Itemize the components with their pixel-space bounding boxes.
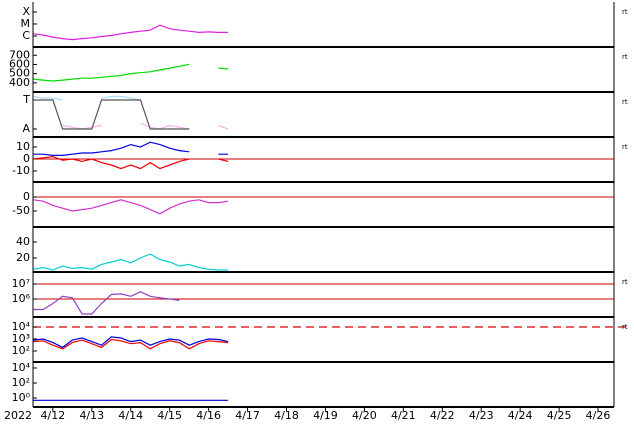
x-tick-label: 4/16 [196, 409, 221, 422]
y-tick-label: 600 [9, 57, 30, 70]
y-tick-label: 20 [16, 251, 30, 264]
right-label: rt [622, 143, 628, 151]
y-tick-label: 40 [16, 235, 30, 248]
year-label: 2022 [4, 409, 32, 422]
series-line [33, 253, 229, 271]
series-line [33, 63, 229, 82]
x-tick-label: 4/26 [586, 409, 611, 422]
x-tick-label: 4/21 [391, 409, 416, 422]
x-tick-label: 4/17 [235, 409, 260, 422]
y-tick-label: 0 [23, 152, 30, 165]
series-line [33, 99, 190, 130]
right-label: rt [622, 53, 628, 61]
y-tick-label: 10³ [12, 332, 30, 345]
y-tick-label: 10 [16, 140, 30, 153]
x-tick-label: 4/14 [118, 409, 143, 422]
y-tick-label: A [22, 122, 30, 135]
y-tick-label: 400 [9, 76, 30, 89]
series-line [33, 24, 229, 41]
x-tick-label: 4/24 [508, 409, 533, 422]
x-tick-label: 4/13 [79, 409, 104, 422]
right-label: rt [622, 8, 628, 16]
y-tick-label: 500 [9, 67, 30, 80]
x-tick-label: 4/20 [352, 409, 377, 422]
right-label: rt [622, 98, 628, 106]
y-tick-label: 700 [9, 48, 30, 61]
y-tick-label: 10² [12, 376, 30, 389]
y-tick-label: 10⁴ [12, 320, 31, 333]
y-tick-label: 10⁷ [12, 277, 30, 290]
x-tick-label: 4/22 [430, 409, 455, 422]
y-tick-label: -10 [12, 164, 30, 177]
right-label: rt [622, 278, 628, 286]
x-tick-label: 4/25 [547, 409, 572, 422]
series-line [33, 338, 229, 350]
x-tick-label: 4/12 [41, 409, 66, 422]
y-tick-label: 0 [23, 190, 30, 203]
series-line [33, 336, 229, 349]
x-tick-label: 4/15 [157, 409, 182, 422]
series-line [33, 141, 229, 156]
y-tick-label: -50 [12, 204, 30, 217]
x-tick-label: 4/23 [469, 409, 494, 422]
series-line [33, 155, 229, 170]
y-tick-label: 10⁶ [12, 292, 31, 305]
y-tick-label: T [22, 93, 30, 106]
y-tick-label: 10⁴ [12, 361, 31, 374]
series-line [33, 199, 229, 215]
y-tick-label: M [21, 17, 31, 30]
y-tick-label: C [22, 29, 30, 42]
x-tick-label: 4/19 [313, 409, 338, 422]
y-tick-label: 10⁰ [12, 391, 31, 404]
right-label: rt [622, 323, 628, 331]
y-tick-label: X [22, 5, 30, 18]
x-tick-label: 4/18 [274, 409, 299, 422]
y-tick-label: 10² [12, 344, 30, 357]
